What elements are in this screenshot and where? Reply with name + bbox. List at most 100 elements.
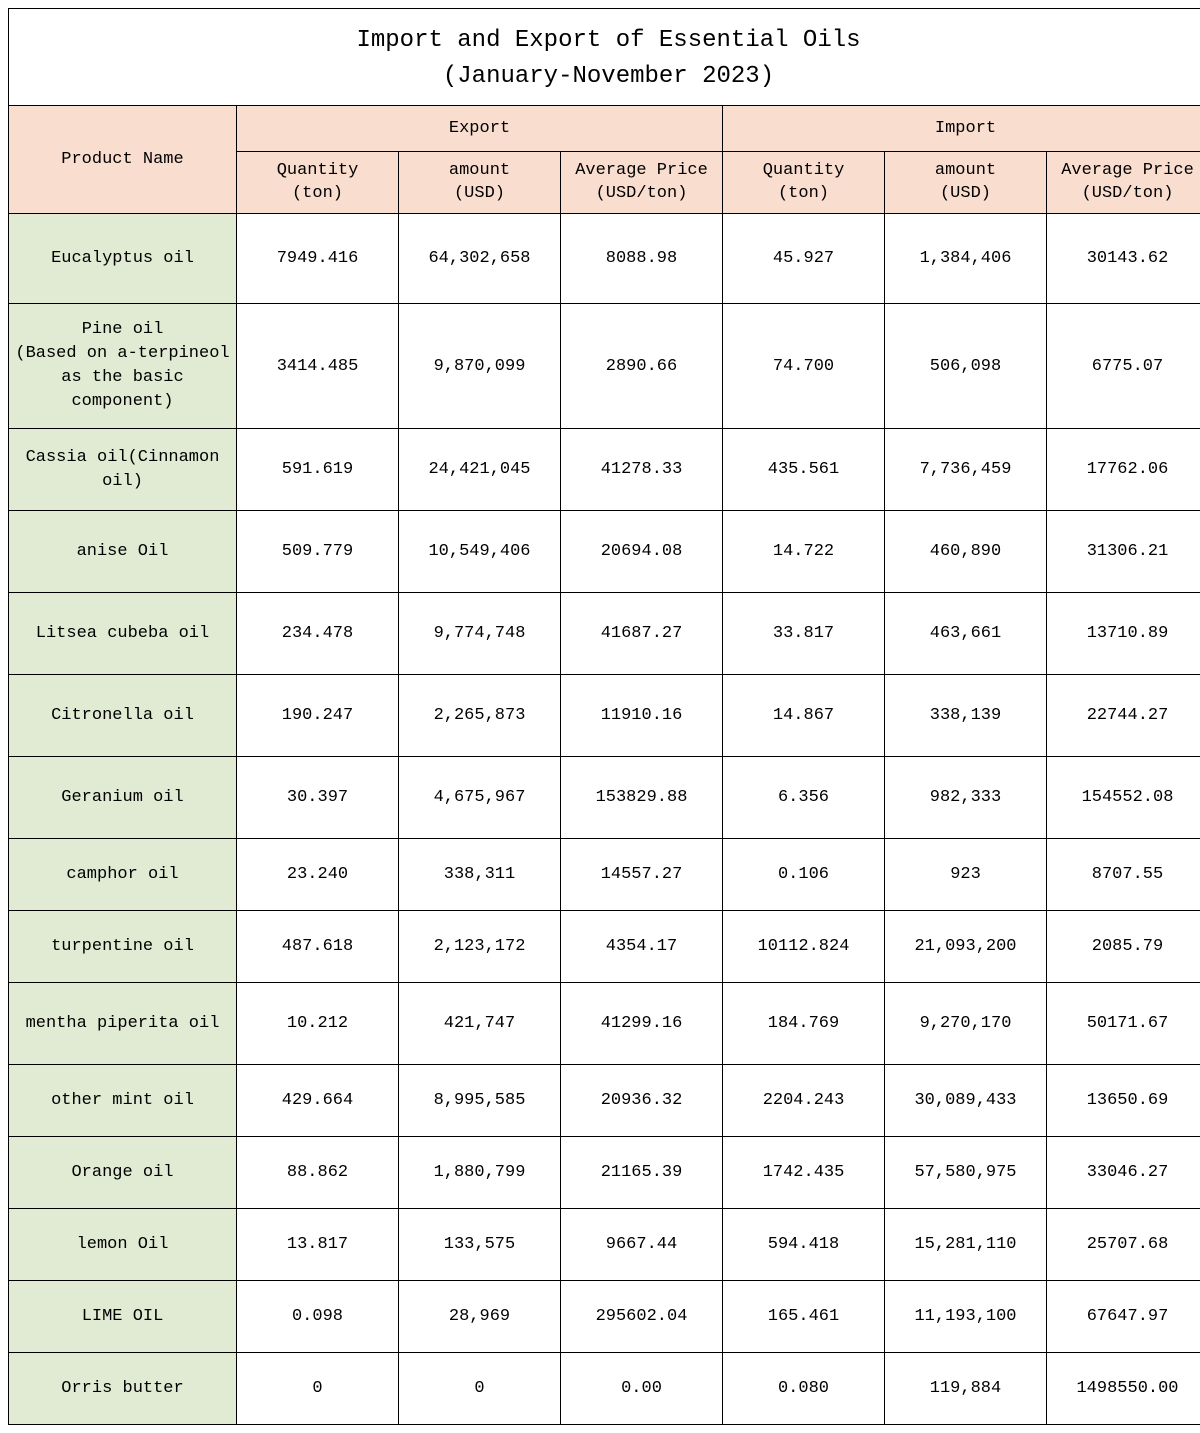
col-import-amt: amount(USD) <box>885 152 1047 214</box>
cell-iq: 6.356 <box>723 757 885 839</box>
col-export-avg: Average Price(USD/ton) <box>561 152 723 214</box>
cell-product-name: mentha piperita oil <box>9 983 237 1065</box>
cell-ea: 0 <box>399 1353 561 1425</box>
cell-ep: 20694.08 <box>561 511 723 593</box>
cell-ia: 119,884 <box>885 1353 1047 1425</box>
cell-ip: 50171.67 <box>1047 983 1200 1065</box>
cell-ip: 22744.27 <box>1047 675 1200 757</box>
table-row: Pine oil(Based on a-terpineol as the bas… <box>9 304 1200 429</box>
cell-iq: 594.418 <box>723 1209 885 1281</box>
cell-product-name: other mint oil <box>9 1065 237 1137</box>
cell-eq: 30.397 <box>237 757 399 839</box>
cell-iq: 14.722 <box>723 511 885 593</box>
cell-ea: 421,747 <box>399 983 561 1065</box>
table-row: Cassia oil(Cinnamon oil)591.61924,421,04… <box>9 429 1200 511</box>
col-import-qty: Quantity(ton) <box>723 152 885 214</box>
cell-eq: 429.664 <box>237 1065 399 1137</box>
col-export-amt: amount(USD) <box>399 152 561 214</box>
cell-ea: 9,774,748 <box>399 593 561 675</box>
cell-ea: 338,311 <box>399 839 561 911</box>
cell-ia: 7,736,459 <box>885 429 1047 511</box>
cell-eq: 487.618 <box>237 911 399 983</box>
cell-ip: 2085.79 <box>1047 911 1200 983</box>
table-row: Eucalyptus oil7949.41664,302,6588088.984… <box>9 214 1200 304</box>
cell-ia: 1,384,406 <box>885 214 1047 304</box>
cell-eq: 190.247 <box>237 675 399 757</box>
cell-ip: 6775.07 <box>1047 304 1200 429</box>
cell-ia: 460,890 <box>885 511 1047 593</box>
col-product-name: Product Name <box>9 106 237 214</box>
cell-ip: 67647.97 <box>1047 1281 1200 1353</box>
cell-eq: 0 <box>237 1353 399 1425</box>
cell-product-name: Orris butter <box>9 1353 237 1425</box>
cell-ip: 30143.62 <box>1047 214 1200 304</box>
title-line-1: Import and Export of Essential Oils <box>9 23 1200 59</box>
title-line-2: (January-November 2023) <box>9 59 1200 95</box>
cell-ia: 30,089,433 <box>885 1065 1047 1137</box>
table-row: Geranium oil30.3974,675,967153829.886.35… <box>9 757 1200 839</box>
cell-ip: 17762.06 <box>1047 429 1200 511</box>
cell-ep: 21165.39 <box>561 1137 723 1209</box>
cell-eq: 591.619 <box>237 429 399 511</box>
cell-iq: 10112.824 <box>723 911 885 983</box>
table-body: Eucalyptus oil7949.41664,302,6588088.984… <box>9 214 1200 1425</box>
cell-ep: 11910.16 <box>561 675 723 757</box>
cell-ip: 154552.08 <box>1047 757 1200 839</box>
cell-ep: 4354.17 <box>561 911 723 983</box>
cell-ia: 57,580,975 <box>885 1137 1047 1209</box>
cell-eq: 0.098 <box>237 1281 399 1353</box>
cell-eq: 23.240 <box>237 839 399 911</box>
table-row: lemon Oil13.817133,5759667.44594.41815,2… <box>9 1209 1200 1281</box>
cell-ea: 2,265,873 <box>399 675 561 757</box>
cell-ip: 25707.68 <box>1047 1209 1200 1281</box>
cell-ia: 506,098 <box>885 304 1047 429</box>
col-group-import: Import <box>723 106 1200 152</box>
cell-ip: 1498550.00 <box>1047 1353 1200 1425</box>
cell-ia: 9,270,170 <box>885 983 1047 1065</box>
cell-ea: 24,421,045 <box>399 429 561 511</box>
table-row: mentha piperita oil10.212421,74741299.16… <box>9 983 1200 1065</box>
cell-ea: 1,880,799 <box>399 1137 561 1209</box>
cell-eq: 88.862 <box>237 1137 399 1209</box>
cell-ea: 2,123,172 <box>399 911 561 983</box>
cell-eq: 234.478 <box>237 593 399 675</box>
cell-product-name: Cassia oil(Cinnamon oil) <box>9 429 237 511</box>
cell-ep: 9667.44 <box>561 1209 723 1281</box>
cell-eq: 7949.416 <box>237 214 399 304</box>
cell-product-name: Orange oil <box>9 1137 237 1209</box>
col-export-qty: Quantity(ton) <box>237 152 399 214</box>
table-row: Orange oil88.8621,880,79921165.391742.43… <box>9 1137 1200 1209</box>
cell-ia: 15,281,110 <box>885 1209 1047 1281</box>
cell-ep: 41687.27 <box>561 593 723 675</box>
table-title: Import and Export of Essential Oils (Jan… <box>9 9 1200 106</box>
cell-ea: 9,870,099 <box>399 304 561 429</box>
cell-iq: 45.927 <box>723 214 885 304</box>
cell-ea: 133,575 <box>399 1209 561 1281</box>
table-container: Import and Export of Essential Oils (Jan… <box>0 0 1200 1433</box>
col-group-export: Export <box>237 106 723 152</box>
cell-product-name: Litsea cubeba oil <box>9 593 237 675</box>
cell-product-name: anise Oil <box>9 511 237 593</box>
cell-ea: 4,675,967 <box>399 757 561 839</box>
cell-ia: 463,661 <box>885 593 1047 675</box>
table-row: other mint oil429.6648,995,58520936.3222… <box>9 1065 1200 1137</box>
cell-iq: 33.817 <box>723 593 885 675</box>
cell-ep: 41299.16 <box>561 983 723 1065</box>
cell-ia: 982,333 <box>885 757 1047 839</box>
cell-product-name: turpentine oil <box>9 911 237 983</box>
cell-ep: 41278.33 <box>561 429 723 511</box>
cell-ip: 8707.55 <box>1047 839 1200 911</box>
cell-eq: 3414.485 <box>237 304 399 429</box>
cell-ea: 28,969 <box>399 1281 561 1353</box>
cell-ep: 8088.98 <box>561 214 723 304</box>
table-row: camphor oil23.240338,31114557.270.106923… <box>9 839 1200 911</box>
cell-iq: 1742.435 <box>723 1137 885 1209</box>
cell-product-name: Eucalyptus oil <box>9 214 237 304</box>
cell-ea: 8,995,585 <box>399 1065 561 1137</box>
table-row: Litsea cubeba oil234.4789,774,74841687.2… <box>9 593 1200 675</box>
cell-ep: 14557.27 <box>561 839 723 911</box>
table-row: turpentine oil487.6182,123,1724354.17101… <box>9 911 1200 983</box>
cell-eq: 10.212 <box>237 983 399 1065</box>
cell-ia: 923 <box>885 839 1047 911</box>
table-row: Citronella oil190.2472,265,87311910.1614… <box>9 675 1200 757</box>
